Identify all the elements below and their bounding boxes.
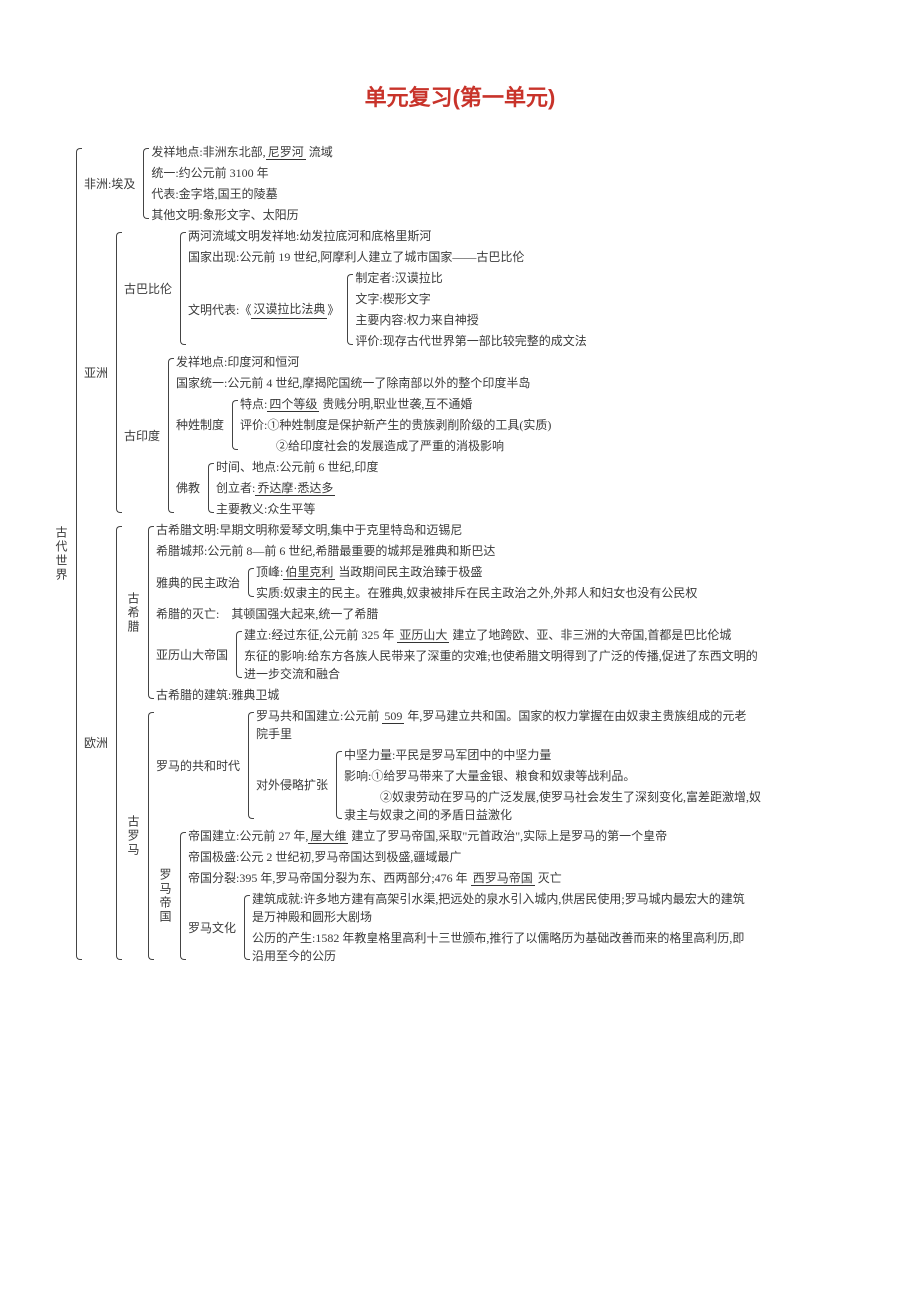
bracket-icon: [204, 457, 214, 519]
greece-branch: 古希腊 古希腊文明:早期文明称爱琴文明,集中于克里特岛和迈锡尼 希腊城邦:公元前…: [122, 520, 762, 705]
democracy-branch: 雅典的民主政治 顶峰:伯里克利 当政期间民主政治臻于极盛 实质:奴隶主的民主。在…: [154, 562, 762, 603]
leaf: 两河流域文明发祥地:幼发拉底河和底格里斯河: [186, 226, 587, 246]
leaf: ②奴隶劳动在罗马的广泛发展,使罗马社会发生了深刻变化,富差距激增,奴隶主与奴隶之…: [342, 787, 762, 825]
leaf: 制定者:汉谟拉比: [353, 268, 586, 288]
leaf: 古希腊的建筑:雅典卫城: [154, 685, 762, 705]
leaf: 帝国建立:公元前 27 年,屋大维 建立了罗马帝国,采取"元首政治",实际上是罗…: [186, 826, 746, 846]
leaf: 统一:约公元前 3100 年: [149, 163, 332, 183]
culture-branch: 罗马文化 建筑成就:许多地方建有高架引水渠,把远处的泉水引入城内,供居民使用;罗…: [186, 889, 750, 966]
code-branch: 文明代表:《汉谟拉比法典》 制定者:汉谟拉比 文字:楔形文字 主要内容:权力来自…: [186, 268, 587, 351]
bracket-icon: [176, 826, 186, 966]
africa-label: 非洲:埃及: [82, 142, 139, 225]
leaf: 代表:金字塔,国王的陵墓: [149, 184, 332, 204]
leaf: 顶峰:伯里克利 当政期间民主政治臻于极盛: [254, 562, 697, 582]
bracket-icon: [232, 625, 242, 684]
leaf: 其他文明:象形文字、太阳历: [149, 205, 332, 225]
europe-branch: 欧洲 古希腊 古希腊文明:早期文明称爱琴文明,集中于克里特岛和迈锡尼 希腊城邦:…: [82, 520, 762, 966]
bracket-icon: [164, 352, 174, 519]
bracket-icon: [244, 562, 254, 603]
bracket-icon: [240, 889, 250, 966]
europe-label: 欧洲: [82, 520, 112, 966]
leaf: 国家统一:公元前 4 世纪,摩揭陀国统一了除南部以外的整个印度半岛: [174, 373, 551, 393]
babylon-branch: 古巴比伦 两河流域文明发祥地:幼发拉底河和底格里斯河 国家出现:公元前 19 世…: [122, 226, 587, 351]
leaf: 发祥地点:非洲东北部,尼罗河 流域: [149, 142, 332, 162]
leaf: 东征的影响:给东方各族人民带来了深重的灾难;也使希腊文明得到了广泛的传播,促进了…: [242, 646, 762, 684]
tree-root: 古代世界 非洲:埃及 发祥地点:非洲东北部,尼罗河 流域 统一:约公元前 310…: [40, 142, 880, 966]
leaf: 文字:楔形文字: [353, 289, 586, 309]
leaf: 主要教义:众生平等: [214, 499, 378, 519]
page: 单元复习(第一单元) 古代世界 非洲:埃及 发祥地点:非洲东北部,尼罗河 流域 …: [0, 0, 920, 1302]
leaf: 希腊城邦:公元前 8—前 6 世纪,希腊最重要的城邦是雅典和斯巴达: [154, 541, 762, 561]
bracket-icon: [144, 706, 154, 966]
bracket-icon: [343, 268, 353, 351]
rome-branch: 古罗马 罗马的共和时代 罗马共和国建立:公元前 509 年,罗马建立共和国。国家…: [122, 706, 762, 966]
leaf: 特点:四个等级 贵贱分明,职业世袭,互不通婚: [238, 394, 551, 414]
leaf: ②给印度社会的发展造成了严重的消极影响: [238, 436, 551, 456]
democracy-label: 雅典的民主政治: [154, 562, 244, 603]
expand-branch: 对外侵略扩张 中坚力量:平民是罗马军团中的中坚力量 影响:①给罗马带来了大量金银…: [254, 745, 762, 825]
leaf: 中坚力量:平民是罗马军团中的中坚力量: [342, 745, 762, 765]
africa-branch: 非洲:埃及 发祥地点:非洲东北部,尼罗河 流域 统一:约公元前 3100 年 代…: [82, 142, 762, 225]
caste-branch: 种姓制度 特点:四个等级 贵贱分明,职业世袭,互不通婚 评价:①种姓制度是保护新…: [174, 394, 551, 456]
bracket-icon: [244, 706, 254, 825]
leaf: 时间、地点:公元前 6 世纪,印度: [214, 457, 378, 477]
republic-branch: 罗马的共和时代 罗马共和国建立:公元前 509 年,罗马建立共和国。国家的权力掌…: [154, 706, 762, 825]
buddhism-label: 佛教: [174, 457, 204, 519]
bracket-icon: [139, 142, 149, 225]
leaf: 评价:①种姓制度是保护新产生的贵族剥削阶级的工具(实质): [238, 415, 551, 435]
caste-label: 种姓制度: [174, 394, 228, 456]
india-branch: 古印度 发祥地点:印度河和恒河 国家统一:公元前 4 世纪,摩揭陀国统一了除南部…: [122, 352, 587, 519]
leaf: 古希腊文明:早期文明称爱琴文明,集中于克里特岛和迈锡尼: [154, 520, 762, 540]
greece-label: 古希腊: [122, 520, 144, 705]
root-label: 古代世界: [50, 142, 72, 966]
leaf: 影响:①给罗马带来了大量金银、粮食和奴隶等战利品。: [342, 766, 762, 786]
republic-label: 罗马的共和时代: [154, 706, 244, 825]
leaf: 创立者:乔达摩·悉达多: [214, 478, 378, 498]
culture-label: 罗马文化: [186, 889, 240, 966]
leaf: 主要内容:权力来自神授: [353, 310, 586, 330]
expand-label: 对外侵略扩张: [254, 745, 332, 825]
india-label: 古印度: [122, 352, 164, 519]
bracket-icon: [176, 226, 186, 351]
buddhism-branch: 佛教 时间、地点:公元前 6 世纪,印度 创立者:乔达摩·悉达多 主要教义:众生…: [174, 457, 551, 519]
asia-label: 亚洲: [82, 226, 112, 519]
leaf: 帝国分裂:395 年,罗马帝国分裂为东、西两部分;476 年 西罗马帝国 灭亡: [186, 868, 750, 888]
alex-label: 亚历山大帝国: [154, 625, 232, 684]
bracket-icon: [112, 226, 122, 519]
bracket-icon: [332, 745, 342, 825]
bracket-icon: [112, 520, 122, 966]
leaf: 罗马共和国建立:公元前 509 年,罗马建立共和国。国家的权力掌握在由奴隶主贵族…: [254, 706, 754, 744]
bracket-icon: [144, 520, 154, 705]
babylon-label: 古巴比伦: [122, 226, 176, 351]
page-title: 单元复习(第一单元): [40, 80, 880, 112]
leaf: 建筑成就:许多地方建有高架引水渠,把远处的泉水引入城内,供居民使用;罗马城内最宏…: [250, 889, 750, 927]
leaf: 实质:奴隶主的民主。在雅典,奴隶被排斥在民主政治之外,外邦人和妇女也没有公民权: [254, 583, 697, 603]
leaf: 帝国极盛:公元 2 世纪初,罗马帝国达到极盛,疆域最广: [186, 847, 750, 867]
leaf: 国家出现:公元前 19 世纪,阿摩利人建立了城市国家——古巴比伦: [186, 247, 587, 267]
leaf: 建立:经过东征,公元前 325 年 亚历山大 建立了地跨欧、亚、非三洲的大帝国,…: [242, 625, 762, 645]
leaf: 希腊的灭亡: 其顿国强大起来,统一了希腊: [154, 604, 762, 624]
rome-label: 古罗马: [122, 706, 144, 966]
leaf: 公历的产生:1582 年教皇格里高利十三世颁布,推行了以儒略历为基础改善而来的格…: [250, 928, 750, 966]
bracket-icon: [72, 142, 82, 966]
bracket-icon: [228, 394, 238, 456]
leaf: 评价:现存古代世界第一部比较完整的成文法: [353, 331, 586, 351]
leaf: 发祥地点:印度河和恒河: [174, 352, 551, 372]
empire-label: 罗马帝国: [154, 826, 176, 966]
asia-branch: 亚洲 古巴比伦 两河流域文明发祥地:幼发拉底河和底格里斯河 国家出现:公元前 1…: [82, 226, 762, 519]
code-label: 文明代表:《汉谟拉比法典》: [186, 268, 343, 351]
empire-branch: 罗马帝国 帝国建立:公元前 27 年,屋大维 建立了罗马帝国,采取"元首政治",…: [154, 826, 762, 966]
alex-branch: 亚历山大帝国 建立:经过东征,公元前 325 年 亚历山大 建立了地跨欧、亚、非…: [154, 625, 762, 684]
